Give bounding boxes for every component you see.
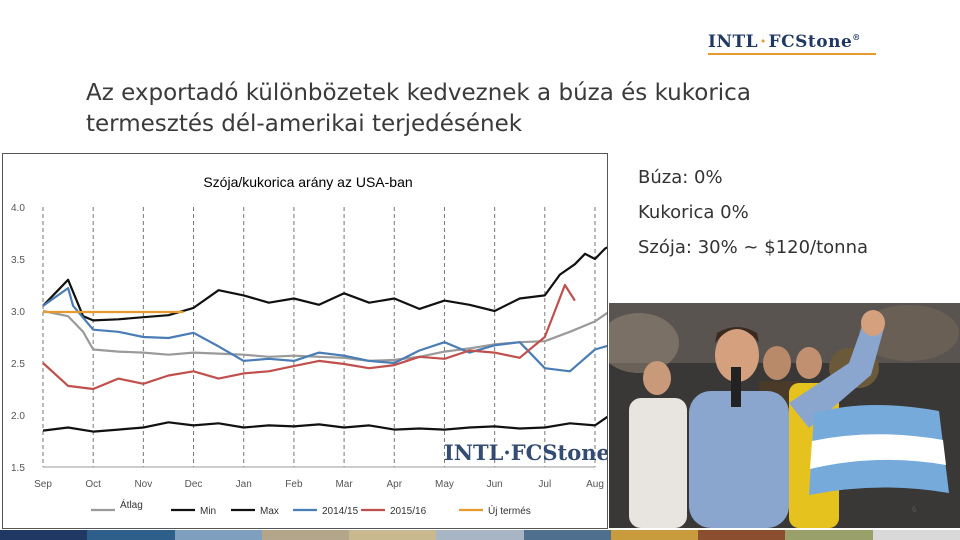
x-tick-label: Apr [386, 479, 402, 490]
chart-title: Szója/kukorica arány az USA-ban [203, 174, 412, 190]
legend-label: Max [260, 506, 279, 517]
legend-label: 2014/15 [322, 506, 359, 517]
logo-top: INTL · FCStone® [708, 32, 861, 52]
side-text-corn: Kukorica 0% [638, 202, 749, 223]
y-tick-label: 2.0 [11, 411, 25, 422]
x-tick-label: Oct [85, 479, 101, 490]
series-line [42, 242, 631, 322]
x-tick-label: Mar [335, 479, 353, 490]
bottom-bar-segment [698, 530, 786, 540]
bottom-bar-segment [523, 530, 611, 540]
x-tick-label: Dec [185, 479, 203, 490]
logo-reg-mark: ® [852, 32, 861, 42]
bottom-bar-segment [0, 530, 88, 540]
side-text: Búza: 0% Kukorica 0% Szója: 30% ~ $120/t… [638, 160, 868, 265]
x-tick-label: Jun [487, 479, 503, 490]
x-tick-label: Jul [538, 479, 551, 490]
slide-title-line-2: termesztés dél-amerikai terjedésének [86, 111, 523, 137]
bottom-bar-segment [785, 530, 873, 540]
side-text-soy: Szója: 30% ~ $120/tonna [638, 237, 869, 258]
logo-brand-left: INTL [708, 32, 759, 52]
y-tick-label: 3.0 [11, 307, 25, 318]
bottom-bar-segment [349, 530, 437, 540]
y-tick-label: 2.5 [11, 359, 25, 370]
x-tick-label: Sep [34, 479, 52, 490]
page-number: 6 [912, 505, 917, 514]
bottom-bar-segment [610, 530, 699, 540]
logo-separator: · [760, 32, 767, 52]
bottom-bar-segment [87, 530, 175, 540]
bottom-bar-segment [872, 530, 960, 540]
slide-title-line-1: Az exportadó különbözetek kedveznek a bú… [86, 80, 751, 106]
slide-title: Az exportadó különbözetek kedveznek a bú… [86, 78, 786, 140]
legend-label: Átlag [120, 498, 143, 511]
series-line [42, 309, 631, 362]
series-line [42, 283, 576, 391]
bottom-color-bar [0, 530, 960, 540]
legend-label: 2015/16 [390, 506, 427, 517]
people-flag-photo [609, 303, 960, 528]
watermark-text: INTL·FCStone [444, 440, 607, 465]
bottom-bar-segment [174, 530, 262, 540]
side-text-wheat: Búza: 0% [638, 167, 723, 188]
y-tick-label: 1.5 [11, 463, 25, 474]
logo-underline [708, 53, 876, 55]
x-tick-label: Feb [285, 479, 303, 490]
chart-watermark: INTL·FCStone [444, 440, 610, 465]
x-tick-label: Jan [236, 479, 252, 490]
legend-label: Új termés [488, 504, 531, 517]
bottom-bar-segment [436, 530, 524, 540]
chart-container: Szója/kukorica arány az USA-ban 4.0 3.5 3.… [2, 153, 632, 529]
x-tick-label: May [435, 479, 454, 490]
series-line [42, 287, 632, 373]
series-line [42, 413, 631, 433]
x-tick-label: Nov [134, 479, 152, 490]
y-tick-label: 3.5 [11, 255, 25, 266]
legend-label: Min [200, 506, 216, 517]
x-tick-label: Aug [586, 479, 604, 490]
bottom-bar-segment [261, 530, 350, 540]
line-chart: Szója/kukorica arány az USA-ban 4.0 3.5 3.… [11, 174, 632, 517]
logo-brand-right: FCStone [768, 32, 853, 52]
y-tick-label: 4.0 [11, 203, 25, 214]
